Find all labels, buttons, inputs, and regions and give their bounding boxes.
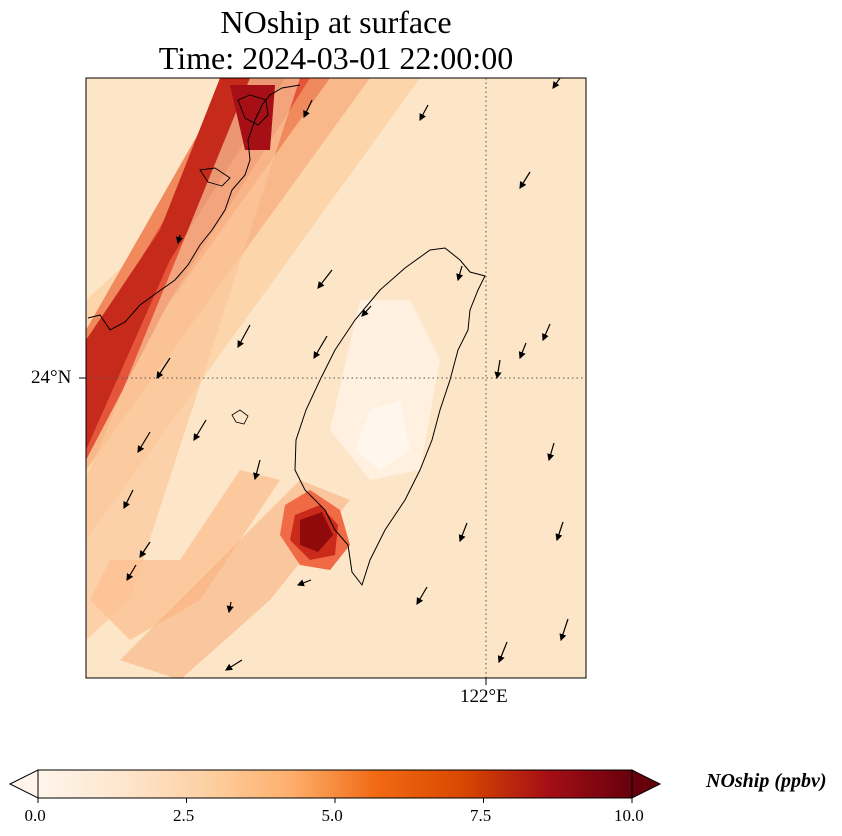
- colorbar-tick-label: 7.5: [470, 806, 492, 825]
- taiwan-coastline: [294, 247, 486, 587]
- colorbar-title: NOship (ppbv): [706, 770, 827, 792]
- map-figure: [79, 77, 587, 685]
- title-line-1: NOship at surface: [220, 4, 452, 40]
- colorbar-extend-low: [8, 769, 39, 799]
- title-line-2: Time: 2024-03-01 22:00:00: [158, 40, 514, 76]
- mainland-coastline-inner: [199, 94, 269, 187]
- colorbar-extend-high: [631, 769, 662, 799]
- colorbar-tick-label: 5.0: [321, 806, 343, 825]
- colorbar-ticks: [37, 798, 633, 803]
- lon-tick-label: 122°E: [460, 686, 508, 707]
- concentration-field: [86, 78, 586, 678]
- wind-vectors: [123, 77, 569, 671]
- colorbar-tick-label: 10.0: [614, 806, 644, 825]
- colorbar-tick-label: 0.0: [24, 806, 46, 825]
- mainland-coastline: [87, 84, 301, 331]
- lat-tick-label: 24°N: [31, 367, 72, 388]
- colorbar-tick-label: 2.5: [173, 806, 195, 825]
- penghu-coastline: [231, 409, 249, 425]
- colorbar-body: [37, 769, 633, 799]
- colorbar: [8, 769, 662, 803]
